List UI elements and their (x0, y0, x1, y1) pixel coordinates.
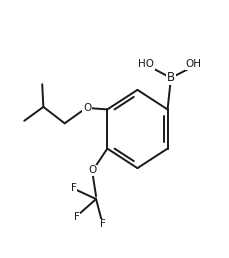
Text: F: F (70, 183, 76, 193)
Text: O: O (88, 165, 96, 175)
Text: HO: HO (138, 59, 154, 69)
Text: F: F (99, 219, 105, 229)
Text: OH: OH (185, 59, 201, 69)
Text: F: F (74, 212, 80, 222)
Text: B: B (166, 71, 174, 84)
Text: O: O (83, 103, 91, 113)
